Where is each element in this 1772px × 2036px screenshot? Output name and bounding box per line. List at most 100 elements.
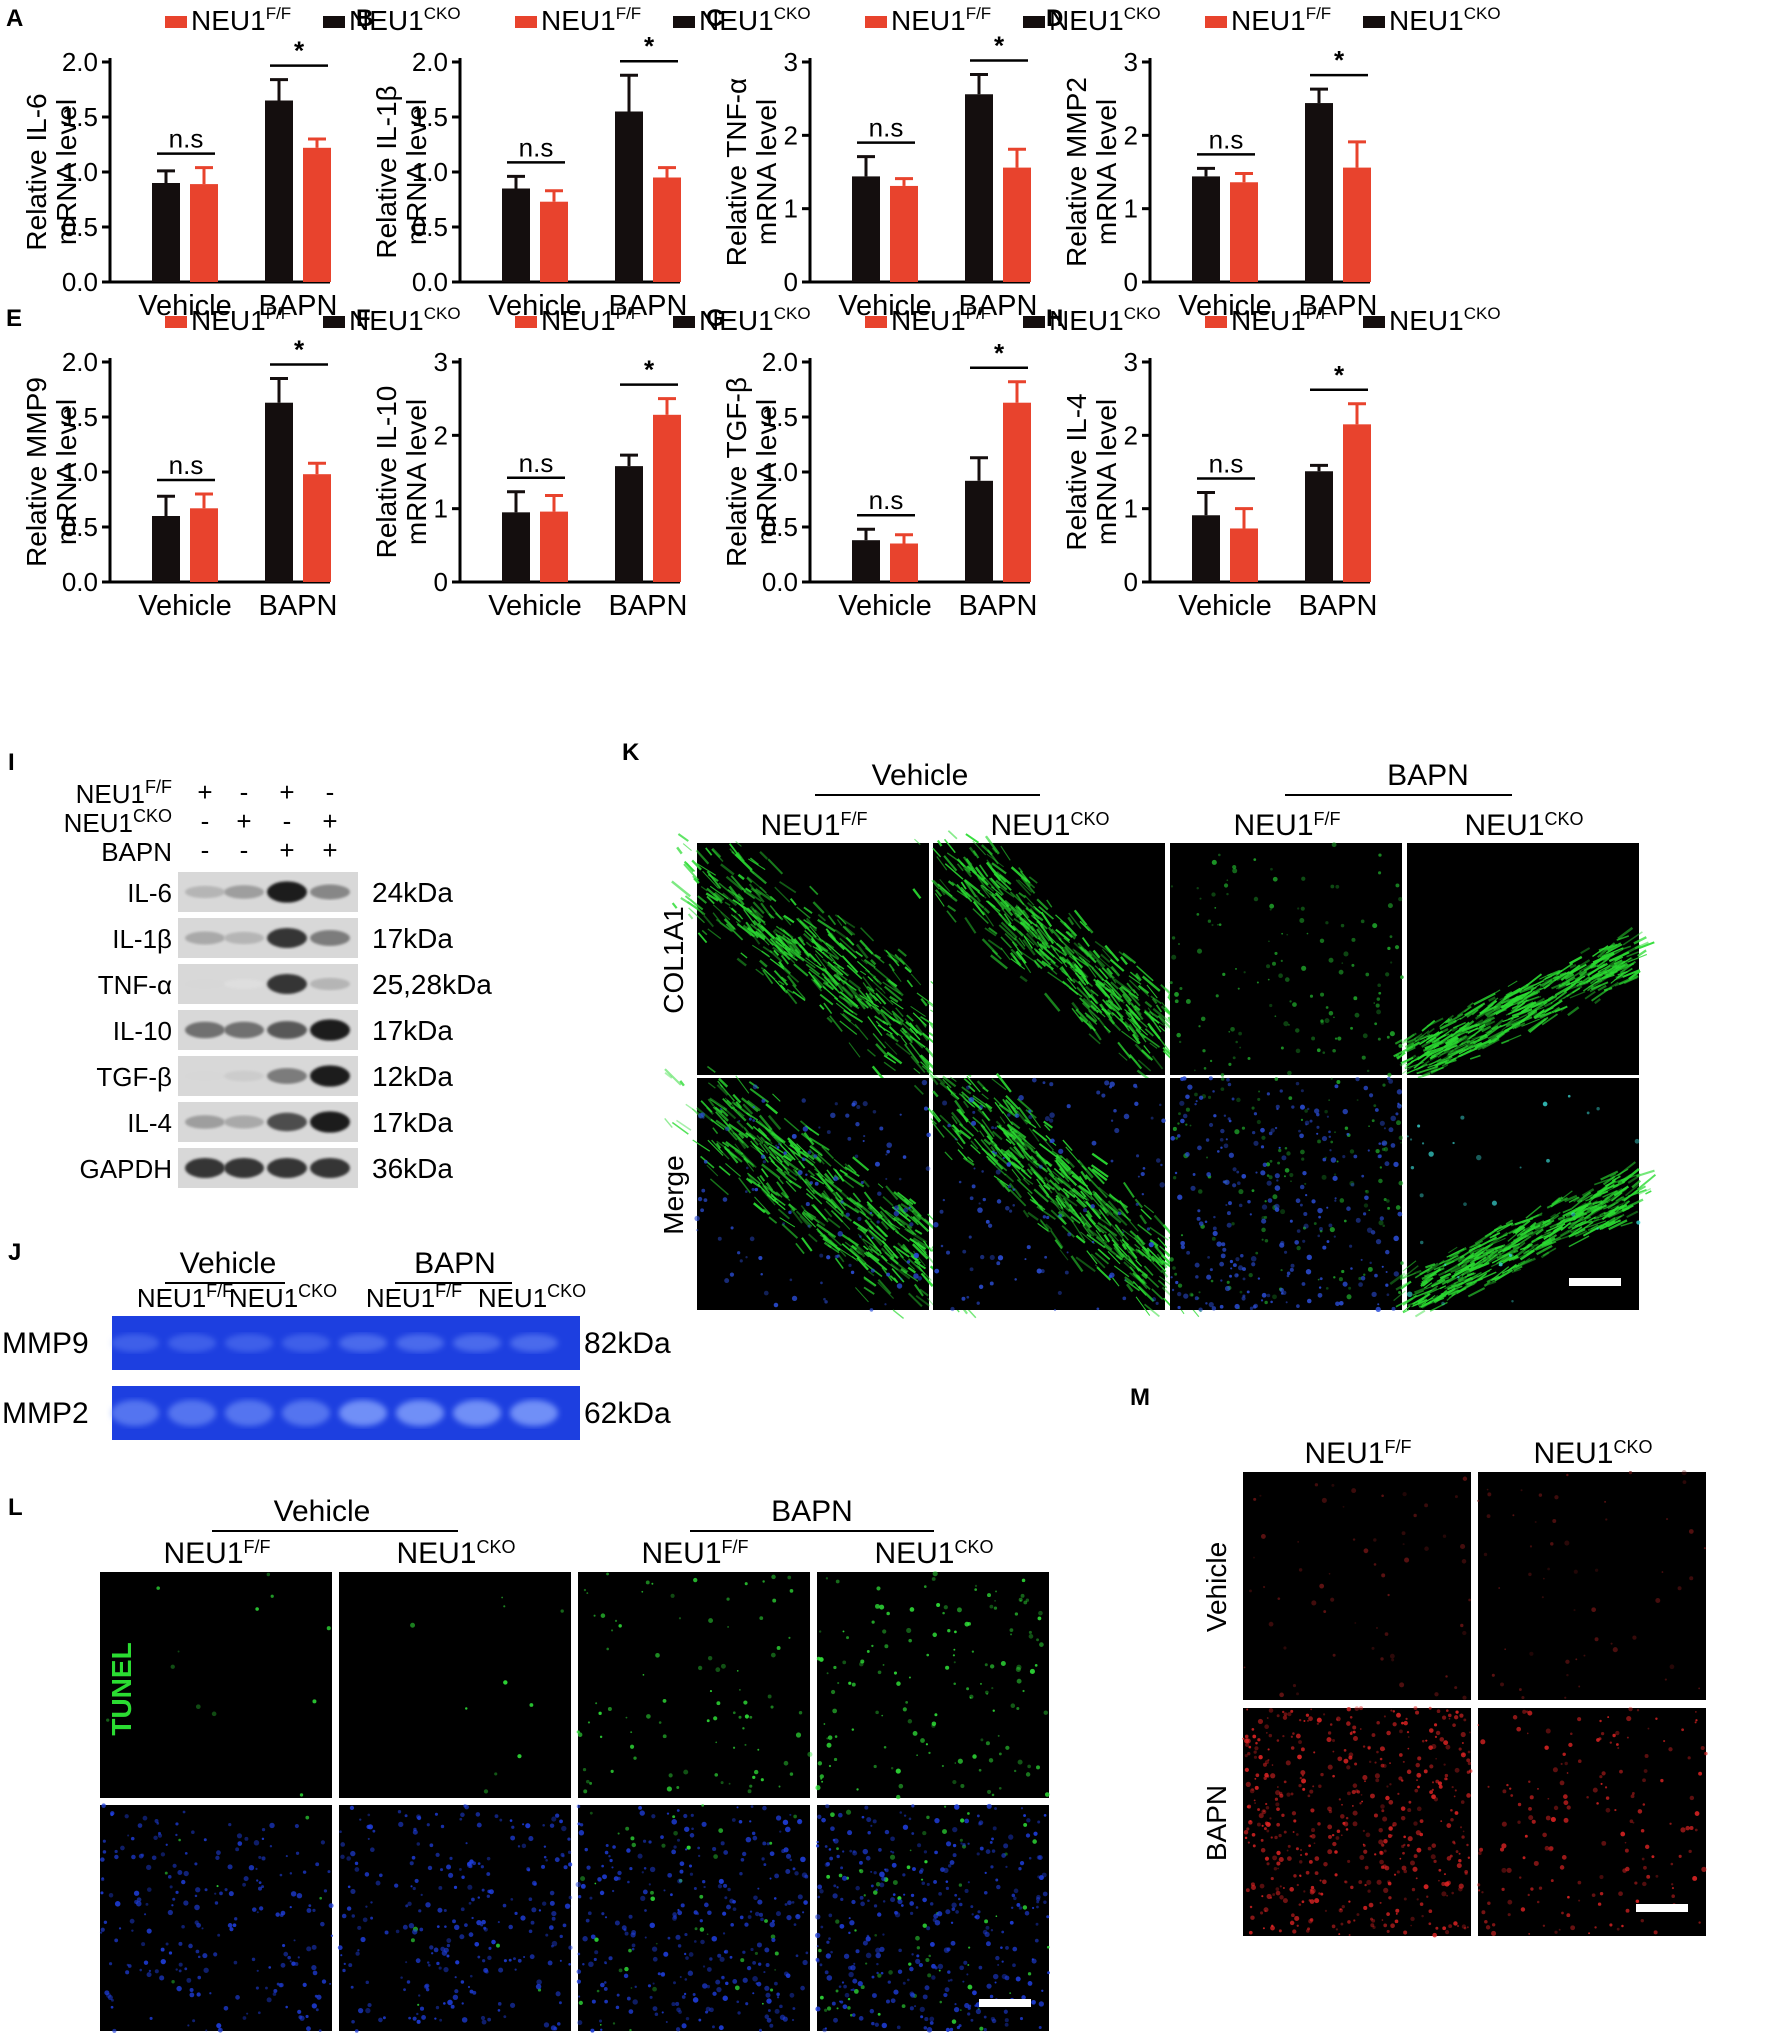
signal-dot — [645, 1580, 650, 1585]
signal-fiber — [730, 914, 740, 922]
signal-fiber — [846, 964, 863, 980]
signal-dot — [1205, 1302, 1208, 1305]
signal-fiber — [867, 1270, 875, 1277]
signal-dot — [1027, 1972, 1032, 1976]
micrograph-tile — [1169, 842, 1404, 1077]
signal-fiber — [1057, 1177, 1076, 1193]
signal-fiber — [1143, 1273, 1160, 1289]
signal-dot — [965, 1085, 971, 1090]
signal-fiber — [1096, 1009, 1106, 1018]
signal-fiber — [1469, 1040, 1476, 1045]
signal-fiber — [816, 1223, 837, 1239]
signal-dot — [1306, 1298, 1312, 1304]
signal-dot — [1301, 876, 1306, 881]
condition-label: NEU1CKO — [64, 806, 172, 838]
signal-dot — [1460, 1115, 1465, 1120]
signal-dot — [795, 1954, 799, 1958]
signal-fiber — [785, 1180, 797, 1193]
signal-dot — [1012, 1204, 1016, 1207]
signal-dot — [1280, 959, 1283, 962]
signal-dot — [603, 1987, 608, 1991]
signal-fiber — [896, 1217, 906, 1227]
signal-fiber — [1055, 914, 1067, 925]
signal-fiber — [755, 968, 765, 976]
signal-fiber — [1568, 1235, 1590, 1248]
signal-dot — [836, 1254, 840, 1258]
signal-fiber — [1106, 1008, 1115, 1017]
signal-fiber — [810, 1144, 823, 1156]
signal-dot — [974, 1588, 977, 1591]
signal-fiber — [1133, 1236, 1150, 1255]
signal-dot — [754, 1911, 760, 1917]
signal-dot — [709, 1957, 713, 1961]
signal-fiber — [962, 1156, 975, 1166]
signal-dot — [1289, 1219, 1293, 1223]
signal-dot — [1223, 1143, 1229, 1149]
signal-fiber — [1576, 975, 1591, 987]
signal-dot — [641, 1871, 644, 1874]
signal-dot — [1171, 936, 1176, 940]
signal-fiber — [1571, 1219, 1587, 1230]
signal-dot — [877, 1191, 882, 1196]
signal-dot — [549, 1823, 555, 1828]
signal-dot — [1223, 883, 1229, 888]
signal-dot — [297, 1956, 300, 1959]
signal-fiber — [1511, 1257, 1531, 1272]
signal-dot — [673, 1915, 678, 1919]
signal-dot — [189, 1987, 194, 1993]
signal-dot — [655, 1653, 660, 1658]
signal-fiber — [1127, 1259, 1142, 1272]
signal-dot — [1226, 1280, 1230, 1284]
signal-dot — [172, 1863, 177, 1868]
label-main: NEU1 — [874, 1537, 954, 1570]
signal-fiber — [1465, 1034, 1488, 1048]
signal-fiber — [803, 906, 813, 914]
signal-dot — [1286, 1271, 1291, 1276]
signal-dot — [805, 1173, 808, 1177]
signal-dot — [306, 2026, 311, 2032]
signal-fiber — [1478, 1023, 1486, 1029]
signal-dot — [732, 1979, 738, 1984]
signal-dot — [777, 1142, 781, 1146]
signal-fiber — [931, 1109, 942, 1122]
signal-fiber — [728, 1123, 749, 1139]
signal-dot — [517, 1958, 522, 1963]
signal-dot — [742, 1977, 748, 1983]
signal-fiber — [910, 1215, 918, 1223]
signal-dot — [1348, 1286, 1352, 1290]
micrograph-tile — [912, 830, 1207, 1081]
signal-fiber — [1535, 1228, 1544, 1236]
signal-fiber — [1513, 1265, 1523, 1272]
signal-fiber — [830, 967, 848, 981]
signal-fiber — [856, 1256, 869, 1271]
signal-fiber — [1134, 1243, 1141, 1250]
signal-dot — [139, 1968, 142, 1972]
signal-dot — [819, 1253, 824, 1258]
signal-dot — [311, 1965, 317, 1971]
signal-dot — [1226, 1222, 1232, 1228]
signal-dot — [727, 1887, 731, 1892]
signal-fiber — [1604, 1188, 1623, 1200]
signal-dot — [1253, 1140, 1259, 1146]
signal-fiber — [1117, 1041, 1132, 1059]
signal-dot — [1375, 1149, 1380, 1154]
signal-dot — [579, 1823, 584, 1827]
signal-fiber — [877, 1024, 893, 1035]
signal-fiber — [762, 1185, 774, 1201]
signal-fiber — [977, 890, 985, 898]
significance-label: * — [644, 355, 655, 385]
signal-fiber — [1613, 1185, 1630, 1197]
signal-fiber — [697, 932, 708, 944]
signal-fiber — [892, 1245, 910, 1258]
y-axis-label-line1: Relative TGF-β — [721, 377, 752, 567]
signal-dot — [775, 1144, 778, 1147]
signal-dot — [791, 2018, 795, 2022]
signal-dot — [160, 1852, 166, 1857]
signal-dot — [1363, 1273, 1366, 1276]
signal-dot — [1234, 1129, 1240, 1135]
bar-cko — [615, 111, 643, 282]
signal-dot — [577, 1822, 581, 1826]
y-axis-label: Relative TNF-αmRNA level — [721, 78, 782, 266]
signal-fiber — [951, 1124, 961, 1133]
signal-fiber — [1400, 1056, 1414, 1064]
